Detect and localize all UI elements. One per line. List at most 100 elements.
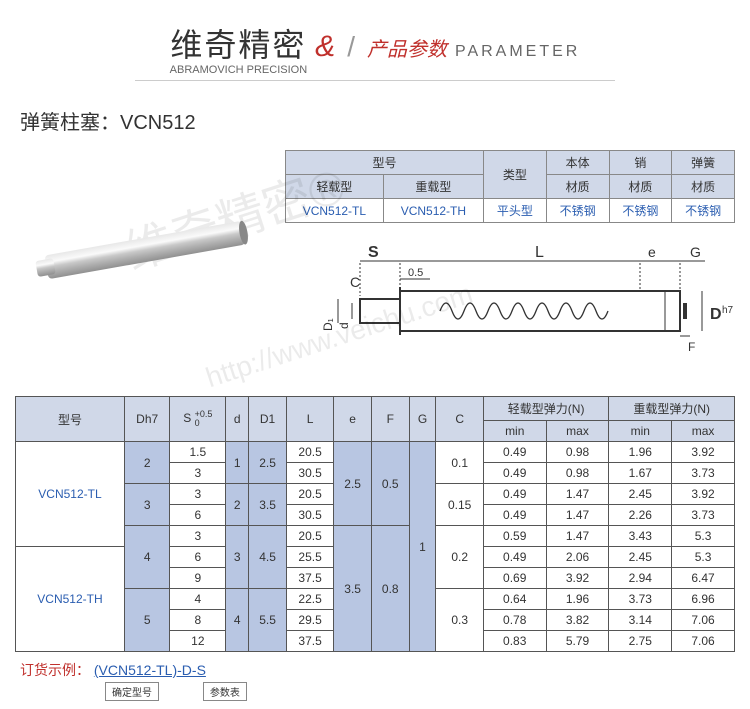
- table-cell: 1.5: [170, 442, 226, 463]
- table-cell: 0.49: [483, 505, 546, 526]
- svg-text:D: D: [710, 306, 722, 323]
- table-cell: 3.5: [249, 484, 287, 526]
- svg-text:S: S: [368, 244, 379, 261]
- table-cell: 7.06: [672, 631, 735, 652]
- table-cell: 37.5: [286, 568, 333, 589]
- table-cell: 4.5: [249, 526, 287, 589]
- svg-text:F: F: [688, 340, 695, 354]
- table-row: VCN512-TL21.512.520.52.50.510.10.490.981…: [16, 442, 735, 463]
- table-cell: 0.59: [483, 526, 546, 547]
- table-cell: 3: [170, 463, 226, 484]
- table-cell: 6: [170, 505, 226, 526]
- table-cell: VCN512-TH: [16, 547, 125, 652]
- param-en: PARAMETER: [455, 43, 580, 61]
- table-cell: 2.45: [609, 484, 672, 505]
- table-cell: 1: [226, 442, 249, 484]
- table-cell: 1.96: [546, 589, 609, 610]
- type-table: 型号 类型 本体 销 弹簧 轻载型 重载型 材质 材质 材质 VCN512-TL…: [285, 150, 735, 223]
- table-cell: 3: [170, 526, 226, 547]
- table-cell: 4: [170, 589, 226, 610]
- table-cell: 3.73: [672, 505, 735, 526]
- table-cell: 0.49: [483, 442, 546, 463]
- table-cell: 2.45: [609, 547, 672, 568]
- table-cell: 37.5: [286, 631, 333, 652]
- th-heavy: 重载型: [383, 175, 483, 199]
- table-cell: 5.3: [672, 526, 735, 547]
- table-cell: 0.5: [371, 442, 409, 526]
- product-photo: [15, 150, 275, 350]
- td-body-mat: 不锈钢: [546, 199, 609, 223]
- table-cell: 1.96: [609, 442, 672, 463]
- svg-text:L: L: [535, 244, 544, 261]
- th-l: L: [286, 397, 333, 442]
- product-code: VCN512: [120, 112, 196, 134]
- order-box-param: 参数表: [203, 682, 247, 701]
- table-cell: 0.49: [483, 484, 546, 505]
- table-cell: 0.83: [483, 631, 546, 652]
- table-cell: 1.67: [609, 463, 672, 484]
- td-spring-mat: 不锈钢: [672, 199, 735, 223]
- table-cell: 5: [124, 589, 169, 652]
- table-cell: 2.75: [609, 631, 672, 652]
- ampersand: &: [315, 30, 335, 64]
- slash-divider: /: [347, 31, 355, 63]
- table-cell: 20.5: [286, 442, 333, 463]
- table-cell: 2.06: [546, 547, 609, 568]
- table-cell: 0.98: [546, 442, 609, 463]
- table-cell: 3.92: [672, 442, 735, 463]
- table-cell: 1.47: [546, 526, 609, 547]
- table-cell: 3: [170, 484, 226, 505]
- table-cell: 2: [124, 442, 169, 484]
- svg-text:G: G: [690, 244, 701, 260]
- table-cell: 0.2: [436, 526, 483, 589]
- td-type-val: 平头型: [484, 199, 547, 223]
- table-cell: 7.06: [672, 610, 735, 631]
- table-cell: 0.49: [483, 463, 546, 484]
- th-model: 型号: [286, 151, 484, 175]
- th-heavy-force: 重载型弹力(N): [609, 397, 735, 421]
- table-cell: 0.15: [436, 484, 483, 526]
- table-cell: 30.5: [286, 505, 333, 526]
- table-cell: 3.73: [609, 589, 672, 610]
- th-g: G: [409, 397, 436, 442]
- order-code: (VCN512-TL)-D-S: [94, 662, 206, 678]
- svg-text:h7: h7: [722, 305, 734, 316]
- table-cell: 3.92: [672, 484, 735, 505]
- table-cell: 5.79: [546, 631, 609, 652]
- table-cell: 6.47: [672, 568, 735, 589]
- table-cell: 1.47: [546, 505, 609, 526]
- table-cell: 3: [226, 526, 249, 589]
- table-cell: 0.8: [371, 526, 409, 652]
- dimension-diagram: S L 0.5 e G C D₁ d: [285, 231, 735, 381]
- product-label: 弹簧柱塞：: [20, 112, 120, 134]
- spec-table: 型号 Dh7 S +0.50 d D1 L e F G C 轻载型弹力(N) 重…: [15, 396, 735, 652]
- svg-text:C: C: [350, 274, 360, 290]
- td-pin-mat: 不锈钢: [609, 199, 672, 223]
- th-dh7: Dh7: [124, 397, 169, 442]
- order-box-model: 确定型号: [105, 682, 159, 701]
- svg-text:e: e: [648, 244, 656, 260]
- th-d: d: [226, 397, 249, 442]
- order-label: 订货示例：: [20, 662, 90, 678]
- th-body: 本体: [546, 151, 609, 175]
- th-mat3: 材质: [672, 175, 735, 199]
- table-cell: 3.73: [672, 463, 735, 484]
- table-cell: 3.92: [546, 568, 609, 589]
- table-cell: 6.96: [672, 589, 735, 610]
- table-cell: 0.1: [436, 442, 483, 484]
- product-title: 弹簧柱塞：VCN512: [0, 96, 750, 150]
- table-cell: 3.5: [334, 526, 372, 652]
- table-cell: 20.5: [286, 484, 333, 505]
- table-cell: 2.94: [609, 568, 672, 589]
- table-cell: 3.14: [609, 610, 672, 631]
- th-lmax: max: [546, 421, 609, 442]
- table-cell: 0.78: [483, 610, 546, 631]
- th-light: 轻载型: [286, 175, 384, 199]
- table-cell: 4: [226, 589, 249, 652]
- page-header: 维奇精密 ABRAMOVICH PRECISION & / 产品参数 PARAM…: [0, 0, 750, 96]
- table-cell: 3: [124, 484, 169, 526]
- table-cell: 9: [170, 568, 226, 589]
- table-cell: 2.26: [609, 505, 672, 526]
- table-cell: 5.3: [672, 547, 735, 568]
- table-cell: 8: [170, 610, 226, 631]
